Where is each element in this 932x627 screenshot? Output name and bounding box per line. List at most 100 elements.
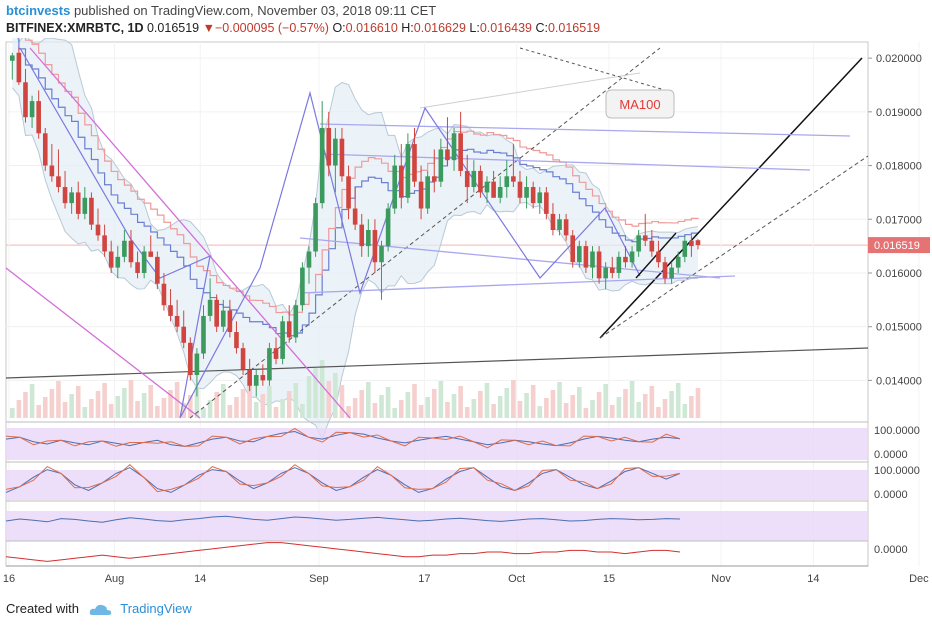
x-tick-label: Oct — [508, 573, 525, 585]
volume-bar — [412, 384, 417, 418]
candle-body — [122, 240, 127, 257]
candle-body — [273, 348, 279, 359]
candle-body — [451, 133, 457, 161]
x-tick-label: Sep — [309, 573, 329, 585]
candle-body — [161, 283, 167, 306]
volume-bar — [491, 404, 496, 418]
volume-bar — [682, 404, 688, 418]
candle-body — [62, 187, 68, 204]
candle-body — [49, 165, 55, 177]
volume-bar — [398, 400, 404, 418]
volume-bar — [372, 403, 378, 418]
candle-body — [504, 176, 510, 188]
candle-body — [227, 310, 233, 333]
ma100-label: MA100 — [619, 97, 660, 112]
candle-body — [366, 230, 371, 247]
candle-body — [405, 144, 411, 198]
volume-bar — [161, 398, 167, 418]
symbol-label: BITFINEX:XMRBTC, 1D — [6, 21, 144, 35]
candle-body — [491, 181, 496, 198]
candle-body — [583, 246, 589, 268]
volume-bar — [524, 393, 529, 418]
x-tick-label: 15 — [603, 573, 615, 585]
volume-bar — [214, 392, 219, 418]
volume-bar — [339, 385, 345, 418]
volume-bar — [227, 405, 233, 418]
volume-bar — [56, 381, 61, 418]
price-chart[interactable]: 100.0000 0.0000 100.0000 0.0000 0.0000 0.020… — [0, 38, 932, 598]
candle-body — [629, 251, 635, 263]
author-name[interactable]: btcinvests — [6, 3, 71, 18]
magenta-channel-line-2 — [5, 267, 201, 419]
volume-bar — [379, 395, 384, 418]
last-price-tag-label: 0.016519 — [874, 240, 920, 252]
volume-bars — [9, 360, 701, 418]
pane-axis-label: 100.0000 — [874, 425, 920, 437]
volume-bar — [207, 400, 213, 418]
ma100-callout-box — [605, 89, 675, 119]
pane-axis-label: 0.0000 — [874, 544, 908, 556]
candle-body — [695, 240, 701, 246]
candle-body — [220, 310, 226, 327]
candle-body — [333, 138, 338, 166]
volume-bar — [563, 403, 569, 418]
volume-bar — [517, 401, 523, 418]
volume-bar — [115, 396, 121, 418]
candle-body — [36, 101, 41, 134]
volume-bar — [438, 381, 444, 418]
volume-bar — [75, 386, 81, 418]
candle-body — [603, 267, 608, 279]
candle-body — [247, 369, 252, 386]
candle-body — [379, 246, 384, 263]
candle-body — [596, 251, 602, 279]
y-tick-label: 0.018000 — [876, 161, 922, 173]
candle-body — [108, 251, 114, 268]
candle-body — [313, 203, 318, 252]
candle-body — [398, 165, 404, 198]
y-tick-label: 0.019000 — [876, 107, 922, 119]
volume-bar — [642, 394, 648, 418]
candle-body — [207, 299, 213, 316]
candle-body — [445, 149, 450, 161]
volume-bar — [603, 384, 608, 418]
volume-bar — [504, 388, 510, 418]
candle-body — [339, 138, 345, 177]
candle-body — [669, 267, 674, 279]
tradingview-cloud-icon — [89, 604, 111, 615]
candle-body — [240, 348, 246, 370]
x-tick-label: Aug — [105, 573, 125, 585]
candle-body — [69, 192, 74, 204]
volume-bar — [220, 384, 226, 418]
candle-body — [201, 315, 206, 354]
low-label: L: — [469, 21, 480, 35]
volume-bar — [405, 392, 411, 418]
candle-body — [590, 251, 595, 268]
candle-body — [82, 197, 88, 214]
candle-body — [194, 353, 200, 376]
volume-bar — [669, 391, 674, 418]
volume-bar — [471, 399, 477, 418]
volume-bar — [102, 383, 107, 418]
candle-body — [253, 375, 259, 386]
volume-bar — [511, 380, 516, 418]
tradingview-brand[interactable]: TradingView — [120, 601, 192, 616]
candle-body — [524, 187, 529, 198]
volume-bar — [253, 402, 259, 418]
indicator-line — [5, 430, 681, 447]
volume-bar — [478, 391, 483, 418]
pane-axis-label: 0.0000 — [874, 449, 908, 461]
y-tick-label: 0.015000 — [876, 322, 922, 334]
candle-body — [155, 256, 160, 284]
time-axis: 16 Aug 14 Sep 17 Oct 15 Nov 14 Dec — [3, 565, 929, 585]
x-tick-label: 14 — [194, 573, 206, 585]
wave-zigzag — [19, 47, 641, 419]
candle-body — [662, 262, 668, 279]
volume-bar — [451, 394, 457, 418]
candle-body — [16, 52, 22, 83]
candle-body — [372, 230, 378, 263]
volume-bar — [544, 398, 549, 418]
candle-body — [563, 219, 569, 236]
candles — [9, 47, 701, 397]
close-label: C: — [535, 21, 548, 35]
candle-body — [517, 181, 523, 198]
